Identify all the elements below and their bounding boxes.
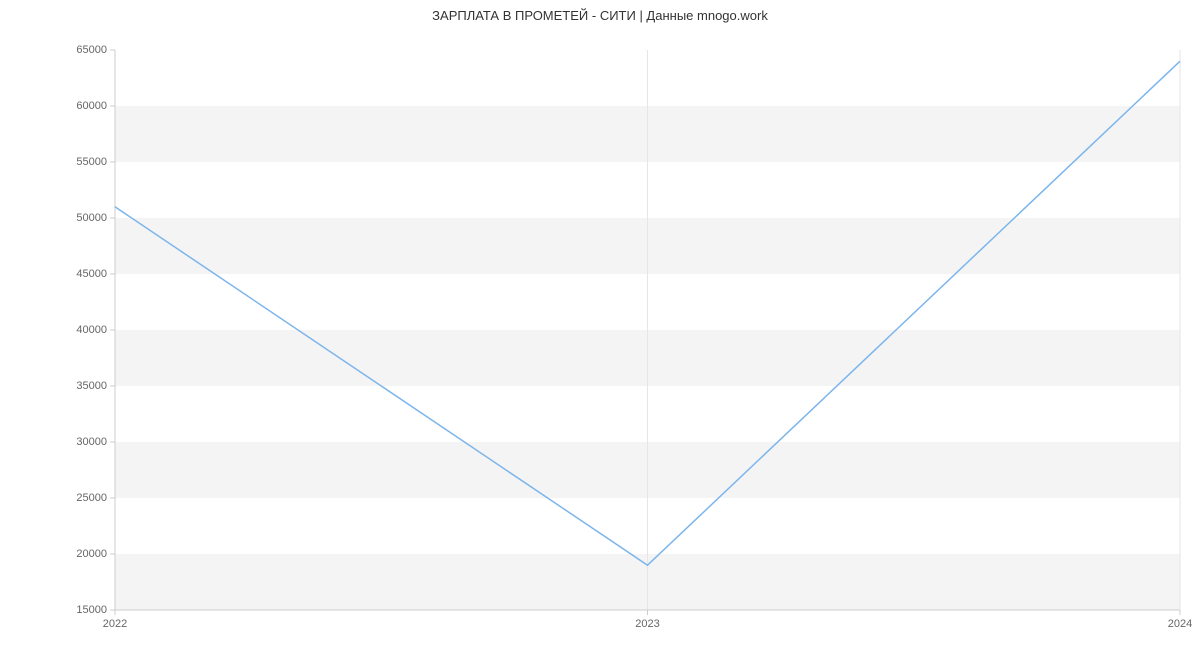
chart-svg bbox=[115, 50, 1180, 610]
line-chart: ЗАРПЛАТА В ПРОМЕТЕЙ - СИТИ | Данные mnog… bbox=[0, 0, 1200, 650]
chart-title: ЗАРПЛАТА В ПРОМЕТЕЙ - СИТИ | Данные mnog… bbox=[0, 8, 1200, 23]
y-tick-label: 40000 bbox=[76, 324, 107, 336]
y-tick-label: 60000 bbox=[76, 100, 107, 112]
y-tick-label: 55000 bbox=[76, 156, 107, 168]
y-tick-label: 20000 bbox=[76, 548, 107, 560]
y-tick-label: 65000 bbox=[76, 44, 107, 56]
x-tick-label: 2023 bbox=[635, 618, 659, 630]
y-tick-label: 15000 bbox=[76, 604, 107, 616]
plot-area: 1500020000250003000035000400004500050000… bbox=[115, 50, 1180, 610]
y-tick-label: 45000 bbox=[76, 268, 107, 280]
y-tick-label: 35000 bbox=[76, 380, 107, 392]
y-tick-label: 50000 bbox=[76, 212, 107, 224]
y-tick-label: 25000 bbox=[76, 492, 107, 504]
x-tick-label: 2024 bbox=[1168, 618, 1192, 630]
x-tick-label: 2022 bbox=[103, 618, 127, 630]
y-tick-label: 30000 bbox=[76, 436, 107, 448]
